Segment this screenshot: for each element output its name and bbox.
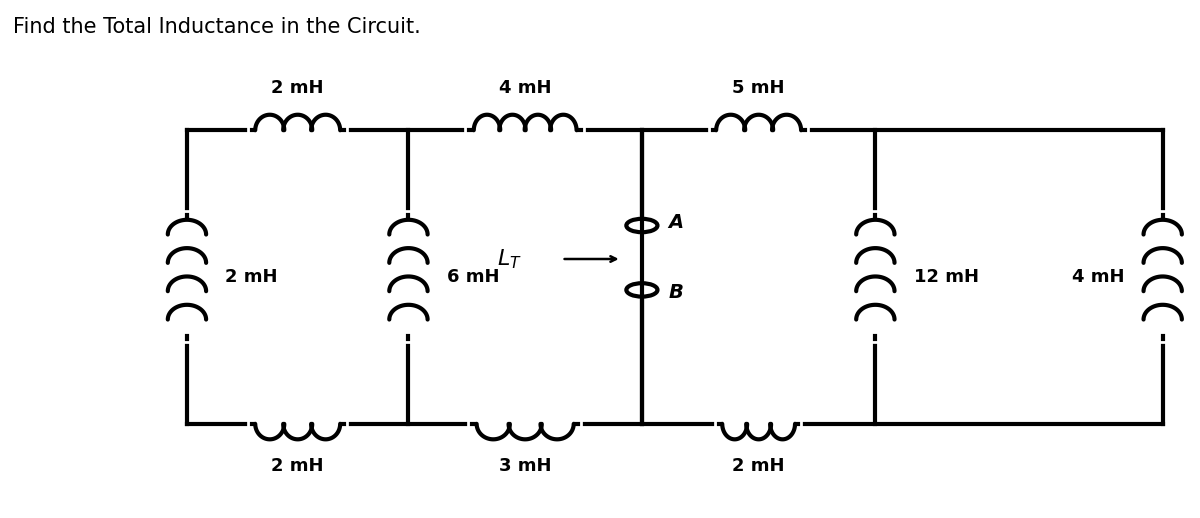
Text: B: B xyxy=(668,283,683,302)
Text: 6 mH: 6 mH xyxy=(446,268,499,286)
Text: 4 mH: 4 mH xyxy=(1072,268,1124,286)
Text: 3 mH: 3 mH xyxy=(499,457,552,476)
Text: A: A xyxy=(668,213,683,233)
Text: Find the Total Inductance in the Circuit.: Find the Total Inductance in the Circuit… xyxy=(13,17,421,37)
Text: $L_T$: $L_T$ xyxy=(497,247,522,271)
Text: 2 mH: 2 mH xyxy=(271,79,324,97)
Text: 2 mH: 2 mH xyxy=(732,457,785,476)
Text: 12 mH: 12 mH xyxy=(913,268,979,286)
Text: 2 mH: 2 mH xyxy=(271,457,324,476)
Text: 4 mH: 4 mH xyxy=(499,79,552,97)
Text: 5 mH: 5 mH xyxy=(732,79,785,97)
Text: 2 mH: 2 mH xyxy=(226,268,277,286)
